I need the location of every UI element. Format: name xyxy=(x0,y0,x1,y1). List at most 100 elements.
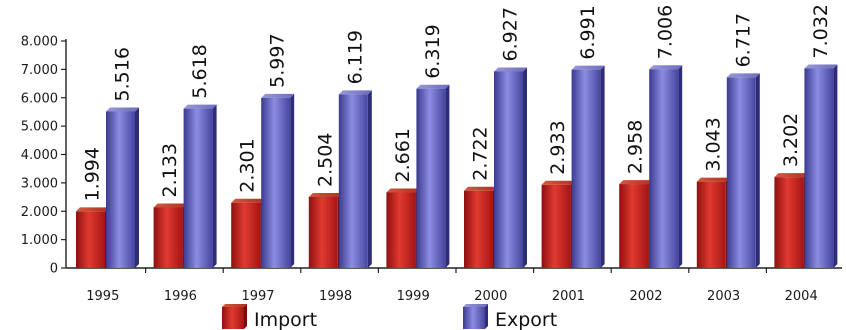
y-tick-label: 2.000 xyxy=(21,205,58,220)
bar-front-face xyxy=(76,211,105,268)
legend-swatch-top xyxy=(463,304,488,307)
bar-front-face xyxy=(261,97,291,268)
import-bar xyxy=(76,207,109,268)
legend-label: Export xyxy=(495,309,557,330)
bar-side-face xyxy=(600,65,605,269)
import-bar xyxy=(386,188,420,268)
bar-front-face xyxy=(619,184,649,268)
export-bar xyxy=(804,64,838,268)
legend-swatch-top xyxy=(222,304,247,307)
export-bar xyxy=(183,104,217,268)
bar-front-face xyxy=(726,77,756,269)
import-bar xyxy=(619,180,653,268)
export-data-label: 5.516 xyxy=(112,47,134,101)
export-bar xyxy=(571,65,605,269)
chart-bars xyxy=(76,64,838,269)
import-data-label: 2.933 xyxy=(547,120,569,174)
bar-side-face xyxy=(523,67,527,268)
bar-top-face xyxy=(571,65,605,70)
bar-top-face xyxy=(726,73,760,78)
export-data-label: 6.119 xyxy=(344,30,366,84)
export-data-label: 6.991 xyxy=(577,5,599,59)
bar-top-face xyxy=(153,203,187,208)
bar-side-face xyxy=(290,93,295,268)
bar-top-face xyxy=(696,177,730,182)
y-tick-label: 6.000 xyxy=(21,91,58,106)
y-tick-label: 0 xyxy=(50,262,58,277)
bar-top-face xyxy=(494,67,527,72)
bar-top-face xyxy=(386,188,420,193)
import-bar xyxy=(153,203,187,268)
bar-top-face xyxy=(464,186,497,191)
x-tick-label: 2003 xyxy=(707,289,740,304)
export-bar xyxy=(106,107,139,269)
bar-front-face xyxy=(386,192,416,268)
x-tick-label: 1998 xyxy=(319,289,352,304)
chart-axes: 0 1.000 2.000 3.000 4.000 5.000 6.000 7.000 8.00… xyxy=(21,35,842,304)
y-tick-label: 8.000 xyxy=(21,35,58,50)
bar-front-face xyxy=(464,190,493,268)
bar-top-face xyxy=(76,207,109,212)
x-tick-label: 1997 xyxy=(241,289,274,304)
bar-top-face xyxy=(106,107,139,112)
bar-front-face xyxy=(774,177,804,268)
x-tick-label: 1999 xyxy=(397,289,430,304)
bar-top-face xyxy=(183,104,217,109)
bar-side-face xyxy=(367,90,372,268)
y-tick-label: 7.000 xyxy=(21,63,58,78)
bar-top-face xyxy=(261,93,295,98)
bar-side-face xyxy=(212,104,217,268)
export-bar xyxy=(494,67,527,268)
legend-swatch-side xyxy=(485,304,488,329)
bar-front-face xyxy=(804,68,834,268)
bar-top-face xyxy=(774,173,808,178)
x-tick-label: 2002 xyxy=(629,289,662,304)
export-data-label: 6.717 xyxy=(732,13,754,67)
legend-item-export: Export xyxy=(463,304,557,330)
import-data-label: 3.202 xyxy=(780,113,802,167)
bar-front-face xyxy=(571,69,601,269)
legend-item-import: Import xyxy=(222,304,317,330)
bar-side-face xyxy=(445,84,450,269)
import-data-label: 1.994 xyxy=(82,147,104,201)
bar-top-face xyxy=(338,90,372,95)
bar-front-face xyxy=(308,196,338,268)
bar-top-face xyxy=(541,180,575,185)
import-data-label: 2.722 xyxy=(470,126,492,180)
bar-top-face xyxy=(649,65,683,70)
x-tick-label: 2001 xyxy=(552,289,585,304)
bar-front-face xyxy=(338,94,368,268)
export-data-label: 6.927 xyxy=(500,7,522,61)
bar-side-face xyxy=(135,107,139,269)
bar-front-face xyxy=(494,71,523,268)
bar-front-face xyxy=(106,111,135,269)
export-data-label: 6.319 xyxy=(422,24,444,78)
import-bar xyxy=(464,186,497,268)
bar-front-face xyxy=(153,207,183,268)
import-bar xyxy=(308,192,342,268)
import-data-label: 2.504 xyxy=(314,133,336,187)
bar-front-face xyxy=(416,88,446,269)
bar-front-face xyxy=(541,184,571,268)
bar-top-face xyxy=(231,198,265,203)
bar-front-face xyxy=(649,69,679,269)
bar-top-face xyxy=(619,180,653,185)
y-tick-label: 4.000 xyxy=(21,148,58,163)
bar-top-face xyxy=(308,192,342,197)
bar-front-face xyxy=(696,181,726,268)
y-tick-label: 3.000 xyxy=(21,176,58,191)
chart-data-labels: 1.994 2.133 2.301 2.504 2.661 2.722 2.933 2.958… xyxy=(82,4,832,201)
legend-swatch xyxy=(463,307,485,329)
export-data-label: 7.006 xyxy=(655,5,677,59)
import-data-label: 3.043 xyxy=(702,117,724,171)
export-bar xyxy=(649,65,683,269)
x-tick-label: 2004 xyxy=(785,289,818,304)
import-bar xyxy=(541,180,575,268)
bar-front-face xyxy=(183,108,213,268)
import-bar xyxy=(231,198,265,268)
y-tick-label: 1.000 xyxy=(21,233,58,248)
import-data-label: 2.661 xyxy=(392,128,414,182)
y-tick-label: 5.000 xyxy=(21,120,58,135)
export-data-label: 5.997 xyxy=(267,33,289,87)
